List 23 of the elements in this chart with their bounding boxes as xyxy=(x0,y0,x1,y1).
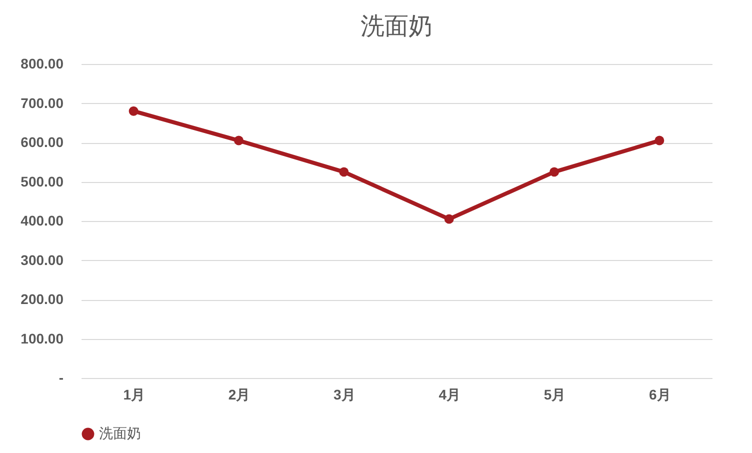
x-tick-label: 4月 xyxy=(438,386,460,402)
x-tick-label: 1月 xyxy=(123,386,145,402)
y-tick-label: 700.00 xyxy=(20,94,64,111)
y-tick-label: 500.00 xyxy=(20,173,64,190)
y-tick-label: 800.00 xyxy=(20,56,64,72)
y-tick-label: 600.00 xyxy=(20,134,64,150)
point xyxy=(128,106,138,116)
point xyxy=(654,136,664,146)
x-tick-label: 6月 xyxy=(649,386,671,402)
y-tick-label: 400.00 xyxy=(20,212,64,228)
y-tick-label: 200.00 xyxy=(20,291,64,307)
x-tick-label: 2月 xyxy=(228,386,250,402)
point xyxy=(339,167,349,177)
point xyxy=(444,214,454,224)
point xyxy=(550,167,559,177)
chart-title: 洗面奶 xyxy=(360,13,432,40)
y-tick-label: - xyxy=(58,370,64,386)
x-tick-label: 3月 xyxy=(334,386,356,402)
legend-label: 洗面奶 xyxy=(99,425,141,441)
y-tick-label: 300.00 xyxy=(20,252,64,268)
point xyxy=(234,136,244,146)
x-tick-label: 5月 xyxy=(544,386,566,402)
y-tick-label: 100.00 xyxy=(20,330,64,346)
